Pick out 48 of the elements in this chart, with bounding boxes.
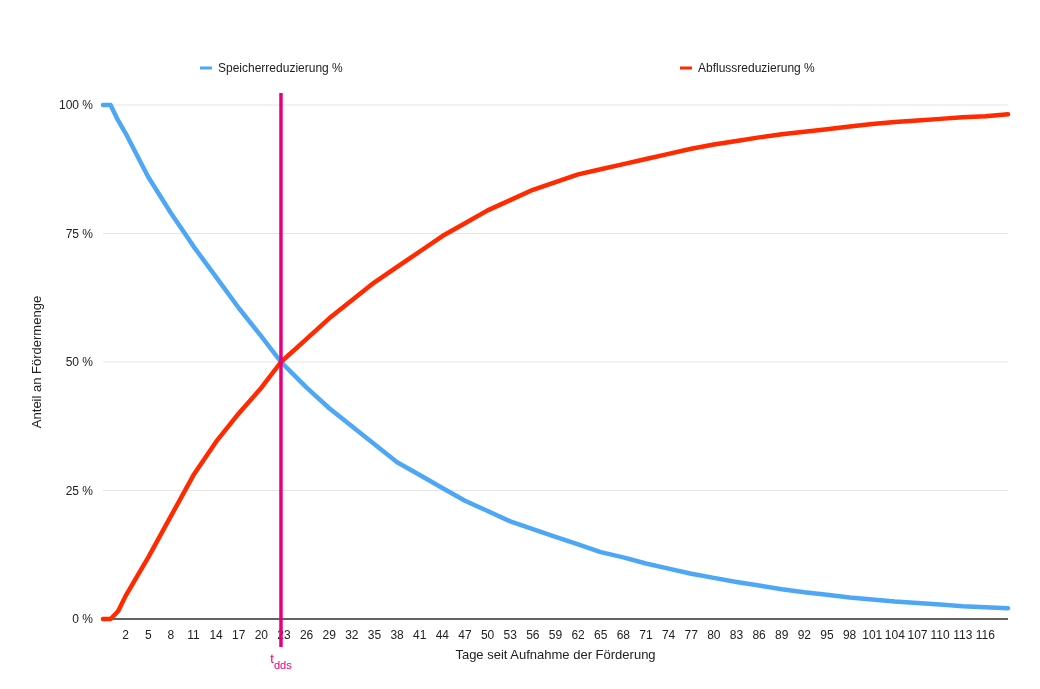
x-tick-label: 113: [953, 628, 973, 642]
x-tick-label: 86: [752, 628, 767, 642]
x-tick-label: 77: [684, 628, 699, 642]
x-tick-label: 83: [729, 628, 744, 642]
x-tick-label: 107: [907, 628, 928, 642]
x-tick-label: 68: [616, 628, 631, 642]
x-tick-label: 110: [930, 628, 951, 642]
y-tick-label: 50 %: [65, 355, 94, 370]
x-tick-label: 56: [526, 628, 540, 642]
x-tick-label: 62: [571, 628, 586, 642]
x-tick-label: 17: [232, 628, 246, 642]
x-tick-label: 89: [775, 628, 789, 642]
x-tick-label: 2: [122, 628, 130, 642]
y-axis-title: Anteil an Fördermenge: [29, 295, 44, 429]
x-tick-label: 38: [390, 628, 405, 642]
x-tick-label: 104: [884, 628, 906, 642]
x-tick-label: 50: [480, 628, 495, 642]
x-tick-label: 95: [820, 628, 834, 642]
x-tick-label: 98: [842, 628, 857, 642]
x-tick-label: 35: [367, 628, 382, 642]
x-tick-label: 44: [435, 628, 450, 642]
x-tick-label: 29: [322, 628, 337, 642]
y-tick-label: 25 %: [65, 483, 94, 498]
x-tick-label: 20: [254, 628, 269, 642]
y-tick-label: 0 %: [72, 612, 94, 627]
x-tick-label: 26: [299, 628, 314, 642]
x-tick-label: 14: [209, 628, 224, 642]
x-tick-label: 47: [458, 628, 472, 642]
x-tick-label: 41: [413, 628, 427, 642]
x-tick-label: 65: [594, 628, 608, 642]
legend-label: Abflussreduzierung %: [698, 61, 816, 76]
x-tick-label: 11: [187, 628, 201, 642]
x-tick-label: 59: [548, 628, 563, 642]
y-tick-label: 100 %: [58, 98, 94, 113]
x-tick-label: 80: [707, 628, 721, 642]
x-tick-label: 71: [639, 628, 653, 642]
x-axis-title: Tage seit Aufnahme der Förderung: [455, 647, 656, 662]
ref-line-label: t$_{dds}$: [270, 651, 293, 671]
legend-label: Speicherreduzierung %: [218, 61, 344, 76]
y-tick-label: 75 %: [65, 226, 94, 241]
x-tick-label: 8: [167, 628, 175, 642]
x-tick-label: 32: [345, 628, 359, 642]
x-tick-label: 74: [661, 628, 676, 642]
x-tick-label: 53: [503, 628, 518, 642]
x-tick-label: 5: [144, 628, 152, 642]
x-tick-label: 92: [797, 628, 812, 642]
x-tick-label: 101: [862, 628, 883, 642]
x-tick-label: 116: [975, 628, 996, 642]
